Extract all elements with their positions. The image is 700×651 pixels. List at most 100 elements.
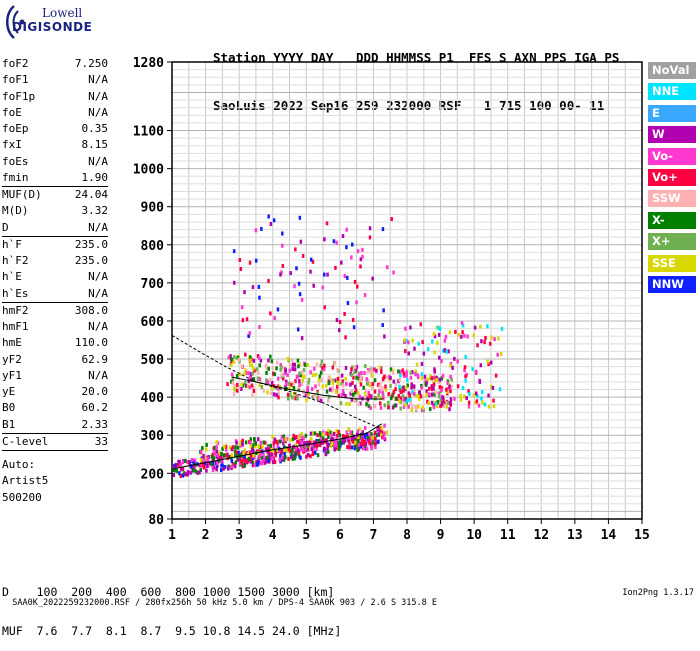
echo-point [344, 335, 347, 340]
echo-point [297, 451, 301, 456]
echo-point [287, 381, 291, 386]
echo-point [252, 385, 255, 390]
echo-point [225, 453, 228, 458]
echo-point [449, 397, 453, 402]
echo-point [412, 384, 416, 389]
echo-point [365, 381, 369, 386]
param-value: 110.0 [74, 336, 108, 350]
echo-point [294, 396, 297, 401]
echo-point [434, 390, 437, 395]
echo-point [273, 459, 277, 464]
echo-point [345, 401, 348, 406]
echo-point [273, 372, 276, 377]
echo-point [491, 385, 495, 390]
echo-point [430, 400, 434, 405]
echo-point [425, 392, 428, 397]
echo-point [333, 360, 337, 365]
param-value: N/A [88, 320, 108, 333]
echo-point [236, 445, 240, 450]
echo-point [216, 441, 220, 446]
echo-point [363, 444, 367, 449]
echo-point [318, 431, 322, 436]
echo-point [303, 441, 306, 446]
echo-point [266, 455, 269, 460]
echo-point [218, 453, 222, 458]
echo-point [322, 367, 326, 372]
echo-point [251, 371, 254, 376]
echo-point [381, 227, 385, 232]
echo-point [323, 446, 326, 451]
echo-point [331, 381, 335, 386]
echo-point [392, 390, 396, 395]
echo-point [249, 355, 252, 360]
echo-point [434, 402, 438, 407]
echo-point [382, 308, 385, 313]
echo-point [493, 337, 496, 342]
param-value: 60.2 [81, 401, 109, 415]
param-name: foF1p [2, 89, 36, 103]
echo-point [279, 362, 282, 367]
echo-point [338, 440, 341, 445]
echo-point [420, 372, 424, 377]
echo-point [293, 456, 297, 461]
echo-point [258, 295, 261, 300]
echo-point [309, 439, 312, 444]
echo-point [352, 392, 355, 397]
echo-point [279, 367, 282, 372]
echo-point [459, 397, 463, 402]
y-tick-label: 800 [141, 239, 165, 254]
echo-point [432, 375, 436, 380]
echo-point [408, 393, 411, 398]
echo-point [394, 382, 398, 387]
echo-point [377, 432, 381, 437]
echo-point [268, 447, 271, 452]
echo-point [252, 358, 256, 363]
echo-point [194, 469, 198, 474]
legend-item: NoVal [648, 62, 696, 79]
echo-point [335, 443, 338, 448]
echo-point [243, 290, 246, 295]
echo-point [242, 457, 245, 462]
echo-point [212, 465, 216, 470]
echo-point [284, 368, 287, 373]
echo-point [222, 453, 226, 458]
echo-point [245, 317, 249, 322]
param-row: fmin 1.90 [2, 170, 108, 187]
echo-point [438, 377, 442, 382]
echo-point [387, 392, 390, 397]
echo-point [243, 380, 247, 385]
x-tick-label: 12 [533, 528, 549, 543]
profile-curve [171, 334, 381, 429]
echo-point [319, 370, 323, 375]
param-name: M(D) [2, 204, 29, 218]
echo-point [460, 334, 463, 339]
echo-point [415, 407, 418, 412]
y-tick-label: 1100 [133, 125, 164, 140]
echo-point [296, 439, 299, 444]
echo-point [353, 364, 357, 369]
echo-point [287, 446, 291, 451]
echo-point [179, 473, 182, 478]
echo-point [440, 376, 444, 381]
echo-point [385, 430, 389, 435]
echo-point [319, 398, 323, 403]
echo-point [445, 387, 448, 392]
echo-point [271, 460, 275, 465]
echo-point [476, 394, 479, 399]
echo-point [357, 442, 360, 447]
echo-point [448, 330, 452, 335]
echo-point [282, 441, 285, 446]
echo-point [464, 354, 467, 359]
echo-point [413, 346, 416, 351]
echo-point [457, 332, 461, 337]
echo-point [328, 443, 331, 448]
echo-point [444, 334, 448, 339]
echo-point [245, 460, 249, 465]
echo-point [402, 404, 406, 409]
echo-point [191, 464, 195, 469]
echo-point [368, 393, 371, 398]
echo-point [282, 434, 285, 439]
param-name: h`E [2, 270, 22, 284]
echo-point [281, 376, 285, 381]
echo-point [349, 430, 352, 435]
